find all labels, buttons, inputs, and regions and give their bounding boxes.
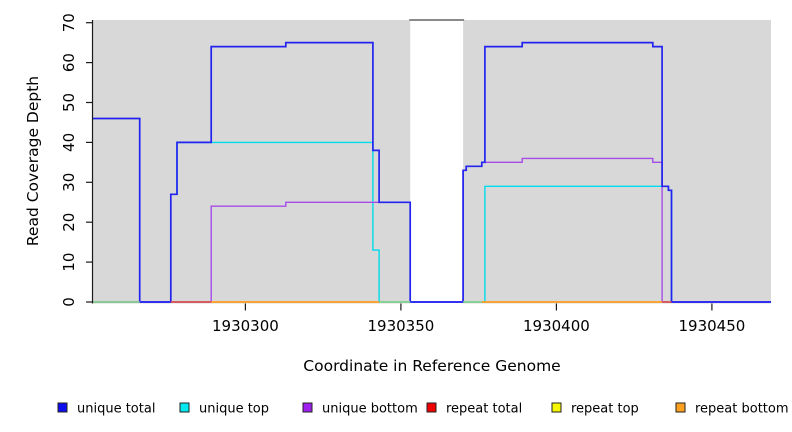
y-tick-label: 60 xyxy=(60,53,78,72)
x-tick-label: 1930400 xyxy=(523,317,590,335)
y-tick-label: 10 xyxy=(60,253,78,272)
legend-label-unique-bottom: unique bottom xyxy=(322,402,418,417)
x-axis-title: Coordinate in Reference Genome xyxy=(303,357,560,375)
x-tick-label: 1930300 xyxy=(212,317,279,335)
legend-swatch-unique-bottom xyxy=(302,402,313,413)
series-line-unique-total xyxy=(93,41,771,303)
legend-swatch-repeat-total xyxy=(426,402,437,413)
y-tick-label: 0 xyxy=(60,297,78,307)
legend-label-repeat-total: repeat total xyxy=(446,402,522,417)
y-tick-label: 20 xyxy=(60,213,78,232)
legend-label-repeat-bottom: repeat bottom xyxy=(695,402,789,417)
y-tick-label: 30 xyxy=(60,173,78,192)
legend-swatch-repeat-top xyxy=(551,402,562,413)
legend-label-unique-top: unique top xyxy=(199,402,269,417)
legend-label-unique-total: unique total xyxy=(77,402,155,417)
panel-left xyxy=(93,20,411,304)
x-tick-label: 1930350 xyxy=(367,317,434,335)
y-axis-title: Read Coverage Depth xyxy=(24,76,42,246)
legend-swatch-repeat-bottom xyxy=(675,402,686,413)
legend-swatch-unique-top xyxy=(179,402,190,413)
legend-swatch-unique-total xyxy=(57,402,68,413)
y-tick-label: 70 xyxy=(60,13,78,32)
y-tick-label: 50 xyxy=(60,93,78,112)
x-tick-label: 1930450 xyxy=(679,317,746,335)
legend-label-repeat-top: repeat top xyxy=(571,402,639,417)
y-tick-label: 40 xyxy=(60,133,78,152)
